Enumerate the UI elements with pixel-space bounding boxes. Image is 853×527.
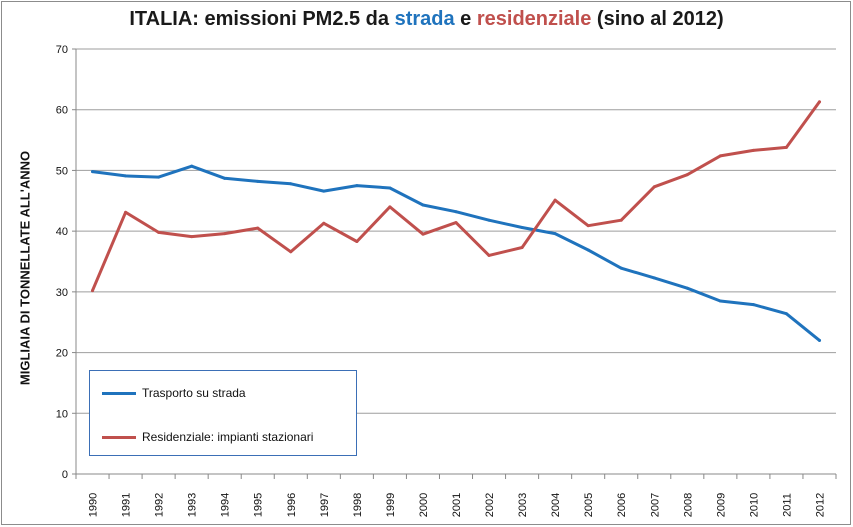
x-tick-label: 1992 (154, 493, 166, 517)
title-word-strada: strada (394, 8, 455, 30)
data-point-residenziale (322, 221, 326, 225)
x-tick-label: 1997 (319, 493, 331, 517)
x-tick-label: 1998 (352, 493, 364, 517)
y-tick-label: 20 (56, 348, 68, 360)
data-point-strada (157, 175, 161, 179)
chart-legend: Trasporto su strada Residenziale: impian… (89, 370, 357, 456)
data-point-strada (190, 164, 194, 168)
x-tick-label: 1994 (220, 493, 232, 517)
x-tick-label: 2010 (748, 493, 760, 517)
x-tick-label: 2002 (484, 493, 496, 517)
x-tick-label: 1996 (286, 493, 298, 517)
title-mid: e (454, 8, 477, 30)
x-tick-label: 2012 (814, 493, 826, 517)
data-point-strada (322, 189, 326, 193)
data-point-strada (553, 232, 557, 236)
data-point-residenziale (751, 148, 755, 152)
data-point-residenziale (355, 239, 359, 243)
data-point-strada (718, 299, 722, 303)
title-suffix: (sino al 2012) (591, 8, 724, 30)
data-point-residenziale (124, 210, 128, 214)
title-prefix: ITALIA: emissioni PM2.5 da (129, 8, 395, 30)
x-tick-label: 1993 (187, 493, 199, 517)
x-tick-label: 2000 (418, 493, 430, 517)
data-point-strada (388, 186, 392, 190)
data-point-strada (289, 182, 293, 186)
data-point-residenziale (256, 226, 260, 230)
y-tick-label: 60 (56, 105, 68, 117)
series-line-residenziale (91, 100, 821, 293)
y-tick-label: 30 (56, 287, 68, 299)
data-point-strada (223, 176, 227, 180)
x-tick-label: 1995 (253, 493, 265, 517)
data-point-strada (520, 226, 524, 229)
x-tick-label: 2008 (682, 493, 694, 517)
data-point-strada (256, 179, 260, 183)
data-point-strada (586, 248, 590, 252)
legend-swatch-residenziale (102, 435, 136, 439)
x-tick-label: 2003 (517, 493, 529, 517)
data-point-strada (454, 210, 458, 214)
data-point-strada (355, 184, 359, 188)
title-word-residenziale: residenziale (476, 8, 592, 30)
legend-label-strada: Trasporto su strada (142, 386, 246, 400)
data-point-strada (91, 170, 95, 174)
y-tick-label: 70 (56, 44, 68, 56)
data-point-residenziale (289, 250, 293, 254)
data-point-residenziale (553, 198, 557, 202)
x-tick-label: 2004 (550, 493, 562, 517)
data-point-residenziale (652, 185, 656, 189)
y-tick-label: 40 (56, 226, 68, 238)
data-point-residenziale (685, 173, 689, 177)
data-point-strada (817, 338, 821, 342)
legend-item-residenziale: Residenziale: impianti stazionari (102, 428, 313, 446)
data-point-strada (784, 312, 788, 316)
data-point-residenziale (388, 205, 392, 209)
data-point-residenziale (190, 235, 194, 239)
data-point-residenziale (91, 289, 95, 293)
data-point-strada (421, 203, 425, 207)
data-point-strada (487, 218, 491, 222)
data-point-residenziale (784, 145, 788, 149)
y-tick-label: 10 (56, 408, 68, 420)
chart-title: ITALIA: emissioni PM2.5 da strada e resi… (0, 8, 853, 31)
legend-item-strada: Trasporto su strada (102, 384, 246, 402)
data-point-residenziale (421, 232, 425, 236)
x-tick-label: 2005 (583, 493, 595, 517)
data-point-strada (124, 174, 128, 178)
data-point-residenziale (487, 253, 491, 257)
data-point-strada (619, 266, 623, 270)
data-point-residenziale (454, 221, 458, 225)
series-line-strada (91, 164, 821, 342)
data-point-strada (685, 286, 689, 290)
data-point-residenziale (586, 224, 590, 228)
y-tick-label: 50 (56, 165, 68, 177)
x-tick-label: 1990 (88, 493, 100, 517)
data-point-residenziale (619, 218, 623, 222)
data-point-residenziale (223, 232, 227, 236)
x-tick-label: 2007 (649, 493, 661, 517)
x-tick-label: 1991 (121, 493, 133, 517)
legend-label-residenziale: Residenziale: impianti stazionari (142, 430, 314, 444)
x-tick-label: 1999 (385, 493, 397, 517)
legend-swatch-strada (102, 391, 136, 395)
y-tick-label: 0 (62, 469, 68, 481)
data-point-residenziale (817, 100, 821, 104)
data-point-residenziale (520, 246, 524, 250)
x-tick-label: 2011 (781, 493, 793, 517)
x-tick-label: 2006 (616, 493, 628, 517)
data-point-strada (751, 303, 755, 307)
data-point-residenziale (157, 230, 161, 234)
x-tick-label: 2001 (451, 493, 463, 517)
data-point-strada (652, 276, 656, 280)
data-point-residenziale (718, 154, 722, 158)
x-tick-label: 2009 (715, 493, 727, 517)
